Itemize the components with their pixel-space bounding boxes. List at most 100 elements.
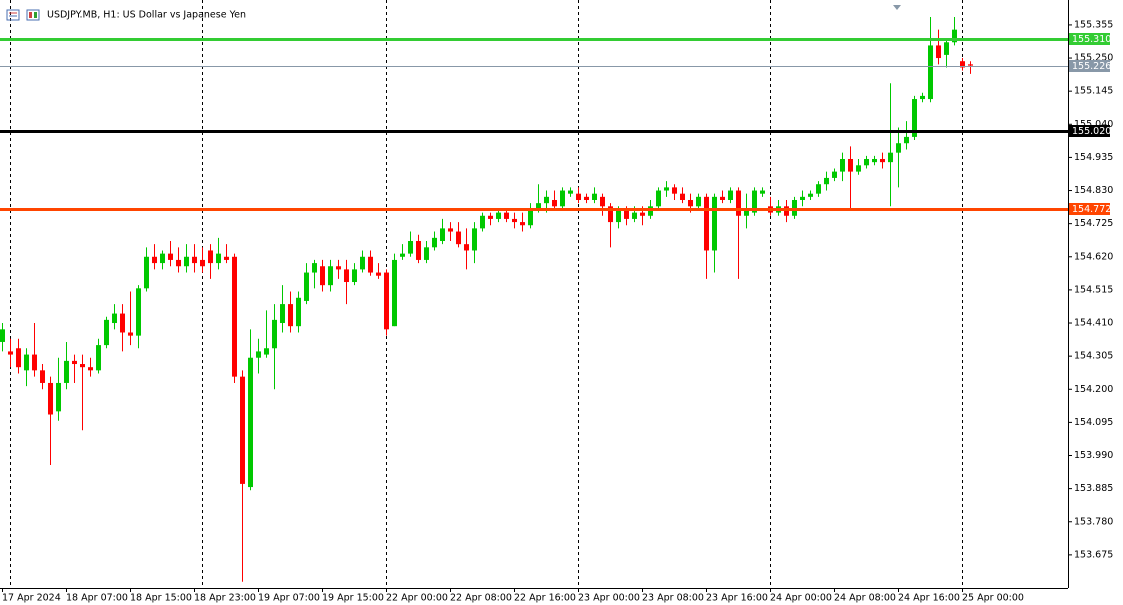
candle-body: [320, 266, 325, 286]
shift-marker: [893, 5, 901, 10]
candle-body: [48, 382, 53, 415]
level-label-box: [1069, 125, 1110, 137]
candle-body: [392, 259, 397, 327]
y-tick-label: 154.200: [1074, 384, 1113, 395]
candle-body: [472, 228, 477, 251]
candle-body: [136, 288, 141, 336]
candle-body: [8, 351, 13, 355]
candle-body: [96, 345, 101, 371]
candle-body: [880, 158, 885, 163]
candle-body: [376, 272, 381, 276]
candle-body: [824, 177, 829, 185]
candle-body: [600, 196, 605, 207]
candle-body: [632, 212, 637, 219]
candle-body: [672, 187, 677, 194]
candle-body: [208, 250, 213, 264]
candle-body: [896, 143, 901, 153]
level-label: 155.310: [1072, 34, 1111, 45]
candle-body: [192, 256, 197, 264]
candle-body: [112, 313, 117, 324]
candle-body: [0, 329, 5, 342]
candle-body: [224, 256, 229, 260]
y-tick-label: 153.990: [1074, 450, 1113, 461]
candle-body: [64, 360, 69, 383]
candle-body: [336, 266, 341, 270]
candle-body: [904, 136, 909, 144]
candle-body: [416, 241, 421, 260]
candle-body: [56, 382, 61, 412]
x-tick-label: 22 Apr 08:00: [450, 593, 512, 604]
candle-body: [552, 199, 557, 207]
candle-body: [120, 313, 125, 333]
candle-body: [104, 319, 109, 346]
candle-body: [680, 193, 685, 200]
candle-body: [720, 196, 725, 200]
candle-body: [400, 253, 405, 257]
candle-body: [832, 171, 837, 178]
y-tick-label: 154.935: [1074, 152, 1113, 163]
candle-body: [856, 165, 861, 172]
title-icons: [6, 9, 40, 21]
candle-body: [448, 228, 453, 232]
candle-body: [864, 158, 869, 166]
candle-body: [296, 297, 301, 327]
candle-body: [520, 222, 525, 226]
candle-body: [816, 184, 821, 194]
y-tick-label: 154.305: [1074, 351, 1113, 362]
candle-body: [544, 196, 549, 204]
icon: [34, 12, 37, 18]
candle-body: [800, 196, 805, 200]
x-tick-label: 18 Apr 23:00: [194, 593, 256, 604]
candle-body: [128, 332, 133, 336]
candle-body: [440, 228, 445, 242]
candle-body: [688, 199, 693, 207]
candle-body: [592, 193, 597, 200]
icon: [26, 9, 40, 21]
icon: [29, 12, 32, 18]
candle-body: [872, 158, 877, 163]
candle-body: [456, 231, 461, 245]
y-tick-label: 153.780: [1074, 516, 1113, 527]
candle-body: [256, 351, 261, 358]
candle-body: [568, 190, 573, 194]
y-tick-label: 155.355: [1074, 19, 1113, 30]
y-tick-label: 154.095: [1074, 417, 1113, 428]
candle-body: [288, 304, 293, 327]
candle-body: [704, 196, 709, 251]
candle-body: [304, 272, 309, 301]
candle-body: [144, 256, 149, 289]
x-tick-label: 24 Apr 00:00: [770, 593, 832, 604]
candle-body: [584, 196, 589, 200]
candle-body: [848, 158, 853, 172]
x-tick-label: 24 Apr 08:00: [834, 593, 896, 604]
candle-body: [760, 190, 765, 194]
candle-body: [240, 376, 245, 484]
candle-body: [248, 357, 253, 488]
level-label-box: [1069, 203, 1110, 215]
candle-body: [928, 45, 933, 100]
candle-body: [160, 253, 165, 264]
candle-body: [536, 203, 541, 210]
x-tick-label: 18 Apr 07:00: [66, 593, 128, 604]
candle-body: [264, 348, 269, 355]
x-tick-label: 22 Apr 00:00: [386, 593, 448, 604]
y-tick-label: 155.250: [1074, 53, 1113, 64]
candle-body: [432, 237, 437, 248]
x-tick-label: 18 Apr 15:00: [130, 593, 192, 604]
y-tick-label: 155.040: [1074, 119, 1113, 130]
y-tick-label: 153.675: [1074, 549, 1113, 560]
x-tick-label: 22 Apr 16:00: [514, 593, 576, 604]
level-label-box: [1069, 60, 1110, 72]
level-label-box: [1069, 33, 1110, 45]
candle-body: [152, 256, 157, 264]
candle-body: [216, 253, 221, 264]
candle-body: [960, 61, 965, 68]
x-tick-label: 19 Apr 07:00: [258, 593, 320, 604]
candle-body: [912, 99, 917, 137]
candle-body: [560, 190, 565, 207]
candle-body: [784, 206, 789, 216]
candle-body: [200, 259, 205, 267]
candle-body: [16, 348, 21, 368]
